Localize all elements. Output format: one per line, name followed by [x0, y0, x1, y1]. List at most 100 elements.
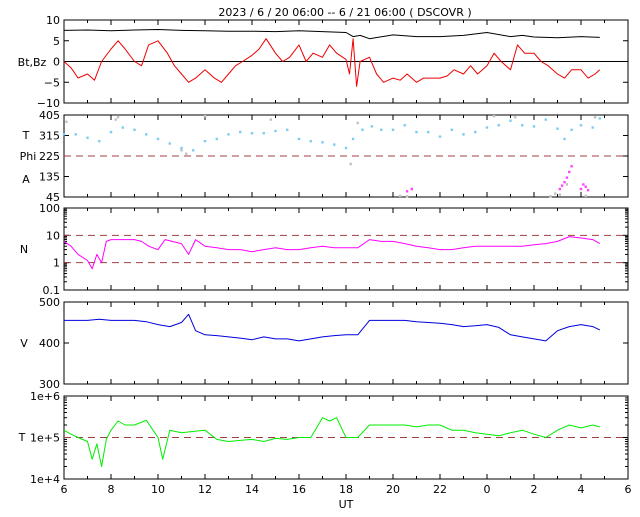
xtick-label: 22: [433, 483, 447, 496]
xtick-label: 20: [386, 483, 400, 496]
data-point-phi: [321, 141, 324, 144]
data-point-phi: [192, 149, 195, 152]
chart-title: 2023 / 6 / 20 06:00 -- 6 / 21 06:00 ( DS…: [218, 6, 471, 19]
chart-marks: 1050−5−10405315225135451001010.150040030…: [30, 14, 631, 496]
data-point-phi: [450, 128, 453, 132]
xtick-label: 10: [151, 483, 165, 496]
data-point-phi: [521, 124, 524, 127]
data-point-phi: [133, 128, 136, 132]
data-point-phi: [485, 126, 489, 129]
data-point-phi_alt: [561, 184, 564, 187]
xtick-label: 12: [198, 483, 212, 496]
series-line-speed: [64, 313, 601, 342]
data-point-phi_outlier: [593, 116, 597, 119]
ytick-label: 500: [39, 296, 60, 309]
data-point-phi_outlier: [553, 192, 557, 195]
series-line-density: [63, 236, 601, 270]
ylabel-angle-top: T: [22, 129, 30, 142]
data-point-phi: [415, 130, 418, 134]
data-point-phi: [74, 133, 77, 136]
series-line-temperature: [63, 417, 600, 467]
ytick-label: 400: [39, 337, 60, 350]
series-line-bt: [63, 29, 600, 40]
ytick-label: 0.1: [43, 284, 61, 297]
xtick-label: 14: [245, 483, 259, 496]
ylabel-speed: V: [20, 337, 28, 350]
ytick-label: 0: [53, 56, 60, 69]
data-point-phi: [227, 133, 230, 136]
ytick-label: 100: [39, 202, 60, 215]
data-point-phi_outlier: [405, 195, 409, 198]
data-point-phi_outlier: [565, 183, 569, 186]
xtick-label: 6: [61, 483, 68, 496]
panel-frame-speed: [63, 301, 629, 385]
data-point-phi: [239, 130, 242, 134]
ylabel-angle-mid: Phi: [20, 150, 37, 163]
data-point-phi: [333, 143, 336, 146]
ytick-label: 315: [39, 130, 60, 143]
series-line-bz: [63, 38, 601, 87]
data-point-phi: [391, 128, 395, 132]
ytick-label: 405: [39, 109, 60, 122]
data-point-phi: [532, 125, 536, 128]
data-point-phi_outlier: [65, 120, 68, 124]
ylabel-magnetic-field: Bt,Bz: [18, 56, 47, 69]
data-point-phi: [168, 142, 171, 145]
data-point-phi: [297, 137, 301, 141]
data-point-phi_outlier: [356, 121, 359, 125]
data-point-phi_alt: [584, 185, 587, 188]
data-point-phi_outlier: [203, 114, 207, 118]
ytick-label: −10: [37, 97, 60, 110]
xlabel: UT: [339, 498, 354, 511]
data-point-phi: [250, 132, 254, 135]
data-point-phi: [274, 129, 277, 133]
data-point-phi: [344, 146, 348, 150]
data-point-phi: [563, 137, 566, 141]
xtick-label: 0: [484, 483, 491, 496]
data-point-phi_outlier: [180, 149, 183, 152]
data-point-phi_alt: [410, 187, 413, 191]
data-point-phi: [361, 128, 364, 132]
data-point-phi_alt: [582, 183, 585, 186]
data-point-phi_alt: [586, 188, 590, 192]
data-point-phi_outlier: [398, 194, 402, 198]
data-point-phi: [497, 124, 500, 127]
data-point-phi: [462, 133, 465, 136]
data-point-phi_alt: [570, 165, 573, 168]
data-point-phi: [598, 117, 601, 120]
ytick-label: 135: [39, 171, 60, 184]
data-point-phi: [591, 126, 594, 129]
xtick-label: 18: [339, 483, 353, 496]
ylabel-density: N: [20, 243, 28, 256]
data-point-phi_outlier: [558, 193, 562, 196]
data-point-phi_outlier: [514, 116, 517, 119]
xtick-label: 2: [531, 483, 538, 496]
ytick-label: 1e+6: [30, 390, 60, 403]
data-point-phi: [180, 146, 183, 150]
data-point-phi: [156, 137, 160, 141]
data-point-phi_alt: [565, 176, 569, 179]
data-point-phi: [215, 137, 218, 141]
data-point-phi: [62, 133, 66, 136]
ylabel-angle-bottom: A: [22, 173, 30, 186]
data-point-phi: [438, 135, 442, 138]
data-point-phi_alt: [558, 187, 562, 191]
data-point-phi: [203, 139, 207, 143]
ytick-label: 10: [46, 14, 60, 27]
data-point-phi_outlier: [549, 195, 552, 198]
data-point-phi: [86, 136, 89, 139]
data-point-phi: [380, 128, 383, 132]
data-point-phi: [262, 132, 265, 135]
data-point-phi: [570, 128, 573, 132]
data-point-phi_alt: [579, 187, 583, 191]
ytick-label: 5: [53, 35, 60, 48]
data-point-phi: [474, 130, 477, 134]
data-point-phi: [544, 118, 547, 121]
ytick-label: 300: [39, 378, 60, 391]
data-point-phi: [509, 119, 512, 122]
data-point-phi: [121, 126, 124, 129]
data-point-phi: [309, 139, 312, 143]
data-point-phi: [579, 124, 583, 127]
data-point-phi_outlier: [269, 118, 272, 121]
